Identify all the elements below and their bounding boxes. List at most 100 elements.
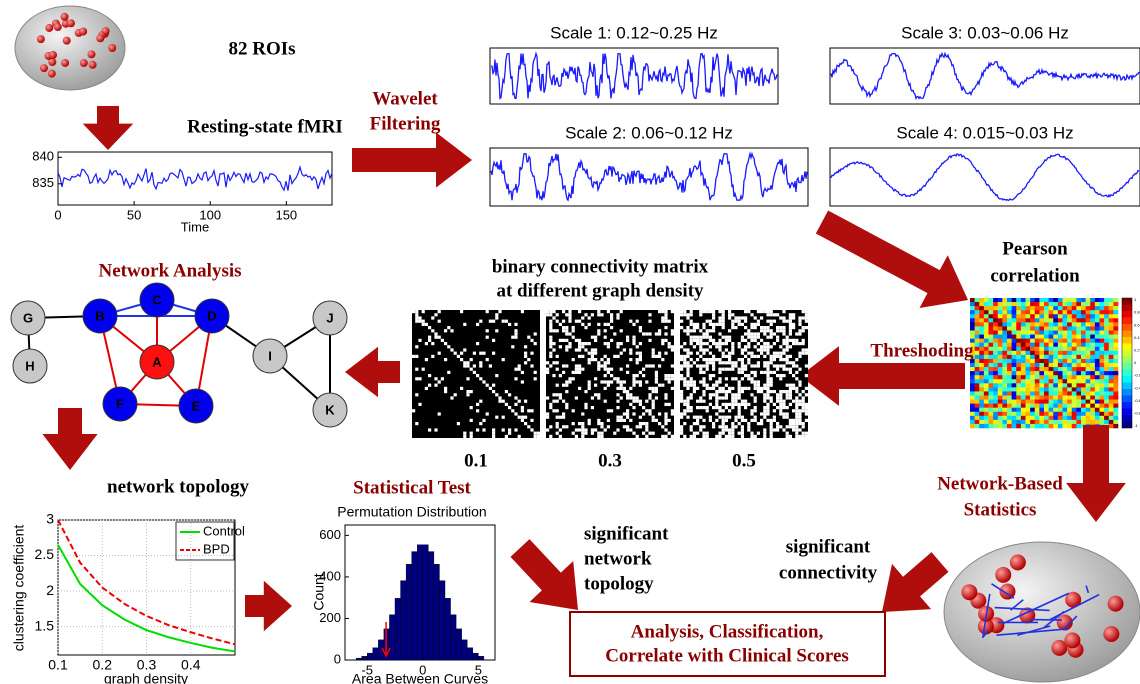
binary-cell (776, 329, 779, 332)
corr-cell (989, 326, 994, 330)
corr-cell (1081, 351, 1086, 355)
binary-cell (709, 320, 712, 323)
binary-cell (578, 310, 581, 313)
corr-cell (1021, 416, 1026, 420)
corr-cell (1039, 367, 1044, 371)
binary-cell (744, 345, 747, 348)
corr-cell (1095, 310, 1100, 314)
binary-cell (792, 326, 795, 329)
binary-cell (741, 368, 744, 371)
binary-cell (642, 406, 645, 409)
corr-cell (1090, 416, 1095, 420)
binary-cell (556, 313, 559, 316)
binary-cell (559, 396, 562, 399)
corr-cell (1076, 339, 1081, 343)
corr-cell (1109, 379, 1114, 383)
binary-cell (763, 409, 766, 412)
binary-cell (728, 416, 731, 419)
binary-cell (731, 377, 734, 380)
corr-cell (1113, 306, 1118, 310)
binary-cell (648, 339, 651, 342)
binary-cell (639, 422, 642, 425)
corr-cell (1086, 391, 1091, 395)
binary-cell (747, 358, 750, 361)
binary-cell (770, 396, 773, 399)
corr-cell (1030, 371, 1035, 375)
binary-cell (798, 329, 801, 332)
corr-cell (1016, 404, 1021, 408)
corr-cell (1072, 383, 1077, 387)
corr-cell (998, 408, 1003, 412)
corr-cell (1076, 424, 1081, 428)
corr-cell (1053, 424, 1058, 428)
binary-cell (795, 396, 798, 399)
corr-cell (1002, 351, 1007, 355)
corr-cell (1081, 379, 1086, 383)
corr-cell (979, 396, 984, 400)
corr-cell (1100, 314, 1105, 318)
binary-cell (709, 329, 712, 332)
corr-cell (1026, 306, 1031, 310)
corr-cell (1090, 379, 1095, 383)
bar (473, 653, 479, 660)
binary-cell (479, 364, 482, 367)
corr-cell (998, 318, 1003, 322)
binary-cell (792, 361, 795, 364)
binary-cell (562, 339, 565, 342)
corr-cell (1030, 383, 1035, 387)
corr-cell (1030, 408, 1035, 412)
corr-cell (1049, 335, 1054, 339)
corr-cell (1081, 322, 1086, 326)
binary-cell (738, 342, 741, 345)
binary-cell (702, 358, 705, 361)
corr-cell (984, 371, 989, 375)
binary-cell (626, 396, 629, 399)
binary-cell (470, 390, 473, 393)
binary-cell (620, 352, 623, 355)
binary-cell (683, 329, 686, 332)
roi-node (87, 50, 95, 58)
binary-cell (757, 364, 760, 367)
binary-cell (559, 393, 562, 396)
binary-cell (690, 380, 693, 383)
binary-cell (699, 313, 702, 316)
binary-cell (508, 428, 511, 431)
corr-cell (1072, 408, 1077, 412)
binary-cell (805, 403, 808, 406)
binary-cell (620, 387, 623, 390)
binary-cell (632, 432, 635, 435)
binary-cell (766, 364, 769, 367)
binary-cell (568, 345, 571, 348)
binary-cell (795, 406, 798, 409)
corr-cell (1049, 408, 1054, 412)
corr-cell (1002, 306, 1007, 310)
corr-cell (1090, 363, 1095, 367)
corr-cell (998, 359, 1003, 363)
corr-cell (1113, 355, 1118, 359)
binary-cell (712, 393, 715, 396)
binary-cell (591, 355, 594, 358)
corr-cell (1109, 424, 1114, 428)
corr-cell (1012, 416, 1017, 420)
binary-cell (514, 323, 517, 326)
corr-cell (1086, 400, 1091, 404)
density-label: 0.3 (598, 450, 622, 471)
binary-cell (549, 326, 552, 329)
binary-cell (607, 409, 610, 412)
corr-cell (1002, 347, 1007, 351)
binary-cell (712, 364, 715, 367)
binary-cell (747, 428, 750, 431)
binary-cell (741, 348, 744, 351)
binary-cell (549, 342, 552, 345)
binary-cell (795, 432, 798, 435)
corr-cell (1072, 420, 1077, 424)
binary-cell (792, 316, 795, 319)
corr-cell (1026, 408, 1031, 412)
binary-cell (776, 374, 779, 377)
binary-cell (686, 313, 689, 316)
corr-cell (993, 318, 998, 322)
binary-cell (738, 393, 741, 396)
binary-cell (632, 342, 635, 345)
binary-cell (671, 412, 674, 415)
corr-cell (984, 412, 989, 416)
